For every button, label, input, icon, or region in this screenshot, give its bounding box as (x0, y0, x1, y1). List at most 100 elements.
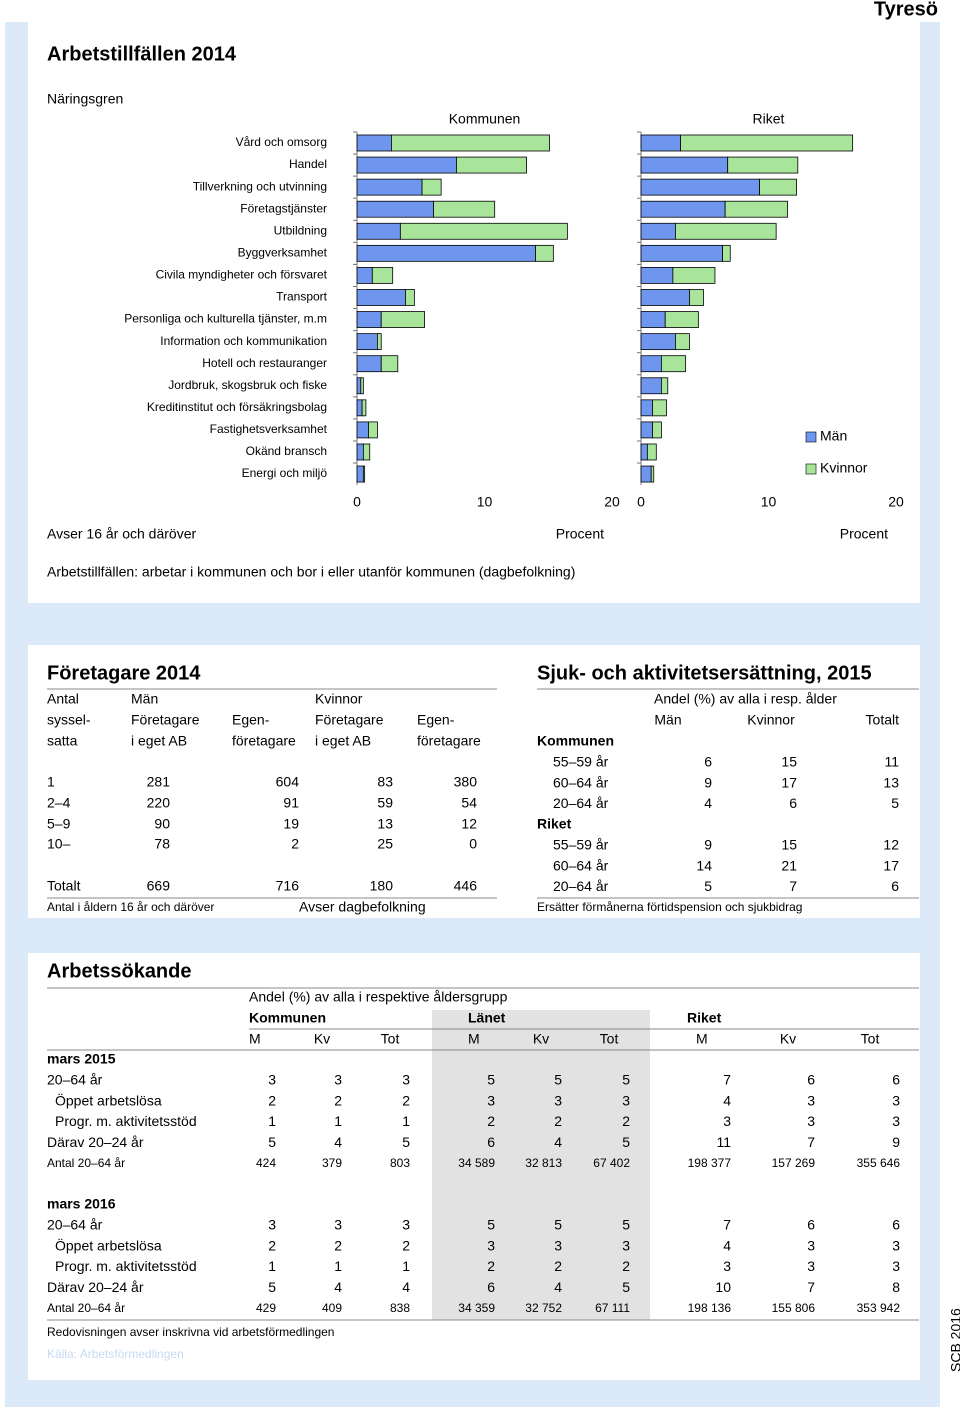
table-cell: 1 (402, 1113, 410, 1129)
bar-segment (356, 200, 434, 218)
bar-segment (661, 377, 669, 395)
table-cell: 604 (276, 774, 300, 790)
table-cell: 716 (276, 878, 300, 894)
row-label: Antal 20–64 år (47, 1156, 125, 1170)
table-cell: 7 (807, 1134, 815, 1150)
table-cell: 2 (291, 836, 299, 852)
bar-segment (640, 289, 690, 306)
table-cell: 5 (487, 1217, 495, 1233)
table-cell: 9 (704, 774, 712, 790)
table-cell: 5 (891, 795, 899, 811)
column-header: Kv (780, 1031, 796, 1047)
table-cell: 155 806 (772, 1301, 816, 1315)
table-cell: 4 (334, 1279, 342, 1295)
table-cell: 5 (268, 1279, 276, 1295)
bar-segment (361, 399, 367, 417)
table-cell: 1 (268, 1113, 276, 1129)
table-cell: 17 (781, 774, 797, 790)
table-cell: 4 (723, 1237, 731, 1253)
x-tick-label: 20 (888, 494, 904, 510)
note: Ersätter förmånerna förtidspension och s… (537, 900, 802, 914)
table-cell: 2 (487, 1113, 495, 1129)
table-cell: 3 (807, 1237, 815, 1253)
table-cell: 4 (554, 1279, 562, 1295)
table-header: satta (47, 733, 78, 749)
column-header: Män (654, 712, 681, 728)
bar-segment (640, 421, 653, 439)
bar-segment (356, 289, 406, 306)
table-header: företagare (232, 733, 296, 749)
table-cell: 90 (154, 816, 170, 832)
category-label: Utbildning (274, 223, 327, 237)
table-header: i eget AB (131, 733, 187, 749)
table-cell: 838 (390, 1301, 410, 1315)
column-header: Tot (381, 1031, 400, 1047)
table-cell: 5 (704, 878, 712, 894)
row-label: 60–64 år (553, 857, 609, 873)
bar-segment (360, 377, 364, 395)
table-cell: 198 136 (688, 1301, 732, 1315)
table-cell: 7 (789, 878, 797, 894)
category-label: Transport (276, 290, 328, 304)
bar-segment (356, 311, 382, 328)
table-cell: 67 111 (595, 1301, 630, 1315)
column-header: M (468, 1031, 480, 1047)
bar-segment (640, 200, 726, 218)
bar-segment (646, 443, 657, 461)
note: Redovisningen avser inskrivna vid arbets… (47, 1325, 334, 1339)
category-label: Kreditinstitut och försäkringsbolag (147, 400, 327, 414)
legend-label: Kvinnor (820, 460, 868, 476)
bar-segment (391, 134, 550, 152)
table-cell: 11 (884, 754, 899, 770)
bar-segment (672, 267, 716, 284)
bar-segment (661, 355, 687, 373)
axis-label: Procent (840, 526, 888, 542)
bar-segment (640, 244, 723, 262)
bar-segment (675, 222, 777, 240)
category-label: Jordbruk, skogsbruk och fiske (168, 378, 327, 392)
table-cell: 5 (554, 1072, 562, 1088)
table-cell: 5 (268, 1134, 276, 1150)
table-cell: 3 (334, 1072, 342, 1088)
group-header: Länet (468, 1010, 506, 1026)
bar-segment (675, 333, 690, 351)
bar-segment (759, 178, 797, 196)
table-cell: 19 (283, 816, 299, 832)
bar-segment (356, 244, 536, 262)
table-cell: 54 (461, 795, 477, 811)
bar-segment (640, 465, 652, 483)
bar-segment (640, 222, 676, 240)
section-title: Arbetssökande (47, 960, 192, 982)
bar-segment (640, 355, 662, 373)
bar-segment (356, 399, 363, 417)
table-cell: 15 (781, 754, 797, 770)
section-box (28, 22, 920, 603)
table-cell: 6 (789, 795, 797, 811)
table-cell: 2 (554, 1258, 562, 1274)
row-label: Därav 20–24 år (47, 1134, 144, 1150)
table-cell: 32 752 (525, 1301, 562, 1315)
table-cell: 355 646 (857, 1156, 901, 1170)
bar-segment (664, 311, 699, 328)
table-cell: 669 (147, 878, 171, 894)
table-cell: 7 (807, 1279, 815, 1295)
table-header: Andel (%) av alla i resp. ålder (654, 691, 837, 707)
category-label: Vård och omsorg (236, 135, 327, 149)
bar-segment (689, 289, 704, 306)
footer-label: SCB 2016 (948, 1308, 960, 1372)
table-header: syssel- (47, 712, 91, 728)
table-header: i eget AB (315, 733, 371, 749)
bar-segment (722, 244, 731, 262)
table-cell: 6 (807, 1217, 815, 1233)
table-cell: 3 (402, 1217, 410, 1233)
table-cell: 1 (334, 1113, 342, 1129)
table-cell: 3 (268, 1217, 276, 1233)
table-cell: 3 (334, 1217, 342, 1233)
table-cell: 34 589 (458, 1156, 495, 1170)
group-label: Riket (537, 816, 572, 832)
table-cell: 5 (622, 1217, 630, 1233)
bar-segment (433, 200, 496, 218)
column-header: M (696, 1031, 708, 1047)
table-cell: 3 (622, 1092, 630, 1108)
table-cell: 3 (892, 1092, 900, 1108)
